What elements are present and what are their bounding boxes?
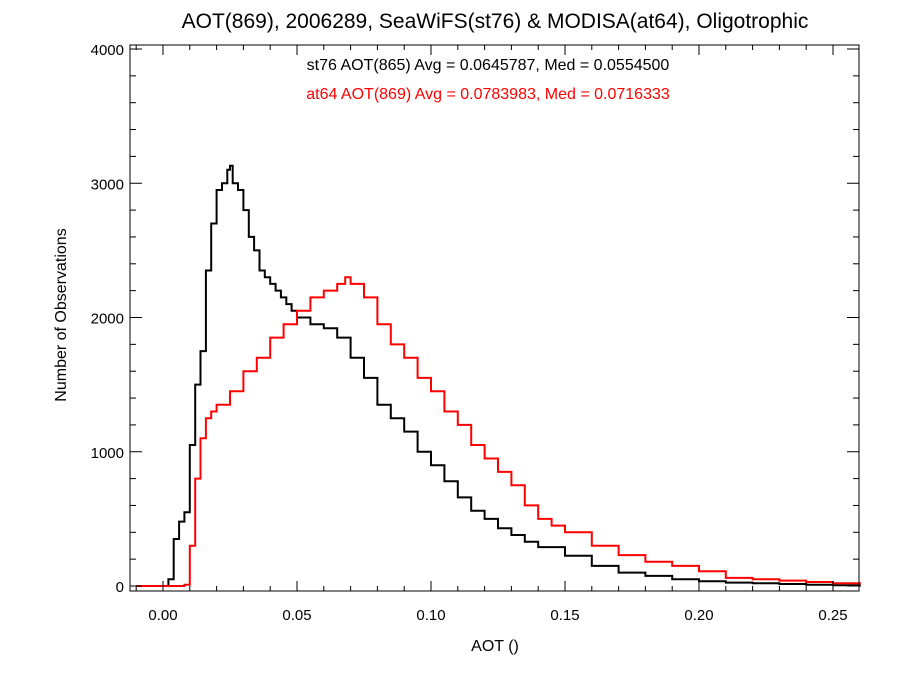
series-1-line <box>136 276 861 587</box>
annotation-st76-stats: st76 AOT(865) Avg = 0.0645787, Med = 0.0… <box>307 57 670 74</box>
x-tick-label: 0.25 <box>818 607 847 624</box>
x-tick-label: 0.20 <box>684 607 713 624</box>
series-0-line <box>136 164 861 587</box>
y-tick-label: 3000 <box>91 176 124 193</box>
y-tick-label: 0 <box>116 579 124 596</box>
plot-area: 0.00 0.05 0.10 0.15 0.20 0.25 0 1000 2000 3000 40… <box>91 42 861 624</box>
y-axis-label: Number of Observations <box>53 228 70 401</box>
x-tick-label: 0.10 <box>416 607 445 624</box>
y-axis-ticks: 0 1000 2000 3000 4000 <box>91 42 859 596</box>
chart-title: AOT(869), 2006289, SeaWiFS(st76) & MODIS… <box>182 10 809 33</box>
annotation-at64-stats: at64 AOT(869) Avg = 0.0783983, Med = 0.0… <box>306 86 670 103</box>
series-layer <box>136 164 861 587</box>
y-tick-label: 2000 <box>91 311 124 328</box>
x-tick-label: 0.00 <box>148 607 177 624</box>
y-tick-label: 4000 <box>91 42 124 59</box>
x-axis-label: AOT () <box>471 638 519 655</box>
x-tick-label: 0.05 <box>282 607 311 624</box>
x-tick-label: 0.15 <box>550 607 579 624</box>
x-axis-ticks: 0.00 0.05 0.10 0.15 0.20 0.25 <box>135 45 848 624</box>
y-tick-label: 1000 <box>91 445 124 462</box>
